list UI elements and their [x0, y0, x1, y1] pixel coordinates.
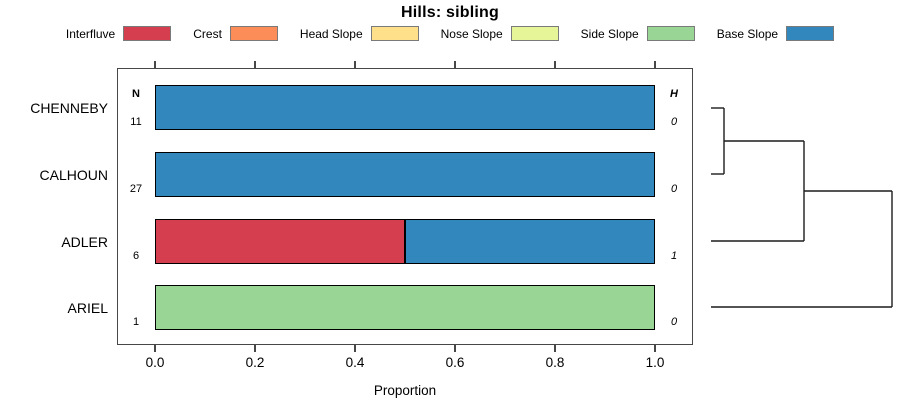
- n-value: 11: [130, 116, 142, 128]
- legend-color-swatch: [510, 26, 559, 41]
- legend-color-swatch: [370, 26, 419, 41]
- legend-item-label: Crest: [193, 26, 222, 41]
- legend-item: Base Slope: [716, 26, 835, 41]
- x-axis-title: Proportion: [373, 383, 437, 398]
- legend-item-label: Base Slope: [716, 26, 779, 41]
- h-column-header: H: [670, 88, 678, 100]
- axis-tick-top: [654, 61, 656, 68]
- legend-item: Nose Slope: [441, 26, 559, 41]
- axis-tick-bottom: [554, 345, 556, 352]
- n-value: 6: [132, 250, 140, 262]
- axis-tick-bottom: [354, 345, 356, 352]
- legend-item: Interfluve: [65, 26, 172, 41]
- bar-segment-base-slope: [405, 219, 655, 264]
- axis-tick-bottom: [154, 345, 156, 352]
- h-value: 0: [670, 316, 678, 328]
- category-label: CHENNEBY: [30, 99, 108, 116]
- stacked-bar: [155, 219, 655, 264]
- plot-area: [117, 68, 693, 345]
- legend-item: Crest: [193, 26, 278, 41]
- bar-segment-base-slope: [155, 85, 655, 130]
- h-value: 0: [670, 116, 678, 128]
- legend: Interfluve Crest Head Slope Nose Slope Side …: [0, 26, 900, 41]
- bar-segment-base-slope: [155, 152, 655, 197]
- axis-tick-top: [254, 61, 256, 68]
- legend-item: Head Slope: [300, 26, 419, 41]
- legend-color-swatch: [123, 26, 172, 41]
- bar-segment-interfluve: [155, 219, 405, 264]
- stacked-bar: [155, 85, 655, 130]
- bar-segment-side-slope: [155, 285, 655, 330]
- stacked-bar: [155, 285, 655, 330]
- legend-color-swatch: [786, 26, 835, 41]
- legend-color-swatch: [229, 26, 278, 41]
- category-label: ADLER: [61, 233, 108, 250]
- h-value: 0: [670, 183, 678, 195]
- axis-tick-label: 0.6: [445, 355, 465, 370]
- category-label: ARIEL: [67, 299, 108, 316]
- legend-color-swatch: [646, 26, 695, 41]
- category-label: CALHOUN: [39, 166, 108, 183]
- legend-item-label: Interfluve: [65, 26, 116, 41]
- legend-item-label: Side Slope: [580, 26, 639, 41]
- axis-tick-label: 0.8: [545, 355, 565, 370]
- axis-tick-label: 1.0: [645, 355, 665, 370]
- n-value: 27: [129, 183, 143, 195]
- axis-tick-top: [554, 61, 556, 68]
- legend-item-label: Nose Slope: [440, 26, 503, 41]
- axis-tick-bottom: [454, 345, 456, 352]
- legend-item: Side Slope: [581, 26, 695, 41]
- n-column-header: N: [132, 88, 140, 100]
- n-value: 1: [132, 316, 140, 328]
- h-value: 1: [670, 250, 678, 262]
- axis-tick-label: 0.2: [245, 355, 265, 370]
- axis-tick-label: 0.4: [345, 355, 365, 370]
- axis-tick-top: [154, 61, 156, 68]
- stacked-bar: [155, 152, 655, 197]
- axis-tick-label: 0.0: [145, 355, 165, 370]
- axis-tick-top: [454, 61, 456, 68]
- axis-tick-bottom: [254, 345, 256, 352]
- legend-item-label: Head Slope: [299, 26, 363, 41]
- chart-title: Hills: sibling: [401, 4, 499, 21]
- axis-tick-top: [354, 61, 356, 68]
- axis-tick-bottom: [654, 345, 656, 352]
